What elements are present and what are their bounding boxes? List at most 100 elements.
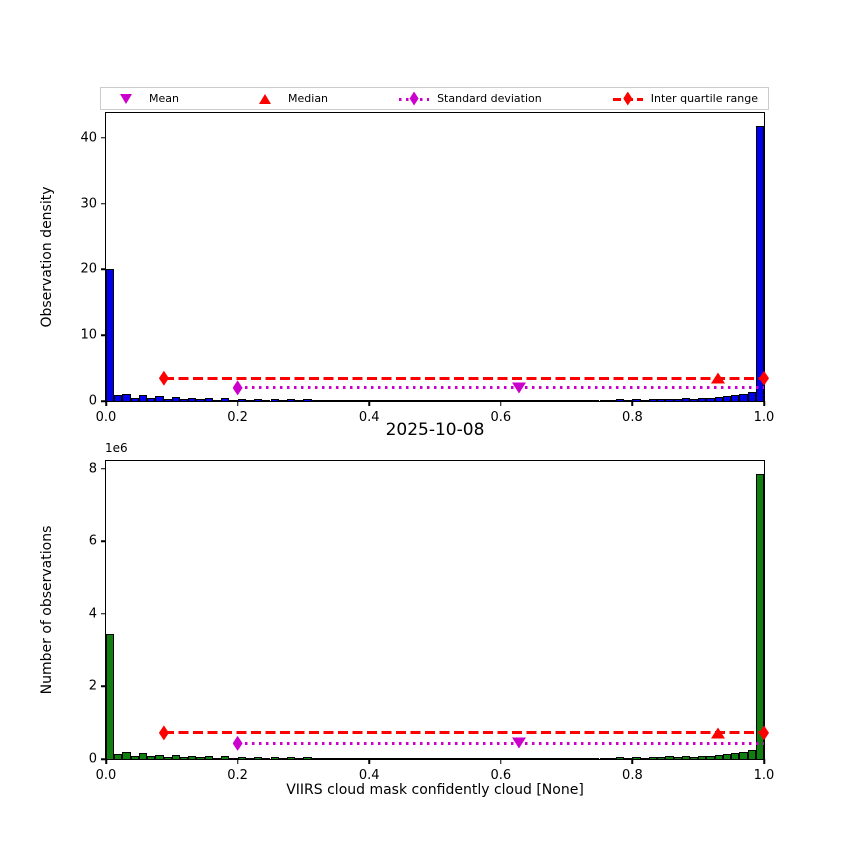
histogram-bar xyxy=(706,398,715,401)
histogram-bar xyxy=(319,399,329,401)
histogram-bar xyxy=(574,400,584,401)
histogram-bar xyxy=(533,757,542,759)
histogram-bar xyxy=(673,757,682,759)
histogram-bar xyxy=(180,399,189,401)
iqr-right-diamond xyxy=(759,725,769,741)
histogram-bar xyxy=(731,753,740,759)
histogram-bar xyxy=(731,395,740,401)
histogram-bar xyxy=(657,757,666,759)
histogram-bar xyxy=(369,399,378,401)
histogram-bar xyxy=(278,400,287,401)
histogram-bar xyxy=(286,399,296,401)
observation-density-axes: 0.0 0.2 0.4 0.6 0.8 1.0 0 10 20 30 40 xyxy=(80,112,774,425)
x-tick-label: 0.4 xyxy=(358,410,380,425)
histogram-bar xyxy=(607,757,616,759)
iqr-left-diamond xyxy=(158,725,169,741)
histogram-bar xyxy=(665,756,674,759)
histogram-bar xyxy=(377,758,386,759)
histogram-bar xyxy=(188,755,197,759)
iqr-right-diamond xyxy=(759,370,769,386)
histogram-bar xyxy=(147,398,156,401)
y-tick-label: 20 xyxy=(80,261,97,277)
histogram-bar xyxy=(525,400,534,401)
x-tick-mark xyxy=(368,401,370,406)
x-tick-mark xyxy=(236,401,239,406)
histogram-bar xyxy=(171,755,181,759)
x-tick-mark xyxy=(105,401,107,406)
histogram-bar xyxy=(336,399,345,401)
histogram-bar xyxy=(476,400,485,401)
histogram-bar xyxy=(706,756,715,759)
histogram-bar xyxy=(747,391,756,401)
histogram-bar xyxy=(467,400,477,401)
histogram-bar xyxy=(583,399,592,401)
histogram-bar xyxy=(245,399,255,401)
histogram-bar xyxy=(500,400,510,401)
histogram-bar xyxy=(509,758,518,759)
bottom-plot-ylabel: Number of observations xyxy=(39,525,55,695)
histogram-bar xyxy=(558,758,567,759)
histogram-bar xyxy=(722,754,732,759)
histogram-bar xyxy=(459,758,468,759)
y-tick-label: 4 xyxy=(88,606,97,622)
inter-quartile-range-line xyxy=(163,731,764,735)
histogram-bar xyxy=(130,398,139,401)
histogram-bar xyxy=(484,400,493,401)
histogram-bar xyxy=(385,757,394,759)
histogram-bar xyxy=(130,756,139,759)
histogram-bar xyxy=(270,757,279,759)
x-tick-mark xyxy=(631,759,634,764)
histogram-bar xyxy=(599,399,608,401)
histogram-bar xyxy=(402,757,411,759)
histogram-bar xyxy=(410,758,419,759)
number-of-observations-axes: 0.0 0.2 0.4 0.6 0.8 1.0 0 2 4 6 8 xyxy=(89,460,774,783)
legend-label-mean: Mean xyxy=(149,92,179,105)
histogram-bar xyxy=(459,400,468,401)
x-tick-label: 1.0 xyxy=(753,410,775,425)
inter-quartile-range-line xyxy=(163,376,764,380)
y-tick-label: 0 xyxy=(88,393,97,409)
histogram-bar xyxy=(278,757,287,759)
histogram-bar xyxy=(270,399,279,401)
histogram-bar xyxy=(698,755,707,759)
histogram-bar xyxy=(632,757,641,759)
histogram-bar xyxy=(574,758,584,759)
x-tick-label: 1.0 xyxy=(753,768,775,783)
y-tick-label: 8 xyxy=(88,461,97,477)
histogram-bar xyxy=(435,757,444,759)
histogram-bar xyxy=(607,400,616,401)
legend: Mean Median Standard deviation Inter qua… xyxy=(100,87,769,110)
histogram-bar xyxy=(583,757,592,759)
histogram-bar xyxy=(698,397,707,401)
histogram-bar xyxy=(138,752,148,759)
histogram-bar xyxy=(336,757,345,759)
x-tick-label: 0.2 xyxy=(227,410,248,425)
histogram-bar xyxy=(352,399,361,401)
histogram-bar xyxy=(525,758,534,759)
histogram-bar xyxy=(492,400,501,401)
histogram-bar xyxy=(163,756,172,759)
histogram-bar xyxy=(163,398,172,401)
mean-triangle xyxy=(511,382,526,394)
histogram-bar xyxy=(311,758,320,759)
x-tick-mark xyxy=(368,759,370,764)
histogram-bar xyxy=(640,757,649,759)
legend-item-std: Standard deviation xyxy=(399,91,542,106)
histogram-bar xyxy=(155,754,164,759)
x-tick-mark xyxy=(236,759,239,764)
plot-title: 2025-10-08 xyxy=(385,420,485,440)
histogram-bar xyxy=(237,756,246,759)
y-tick-mark xyxy=(101,758,106,760)
histogram-bar xyxy=(328,400,337,401)
histogram-bar xyxy=(385,399,394,401)
histogram-bar xyxy=(657,399,666,401)
histogram-bar xyxy=(533,399,542,401)
mean-triangle xyxy=(511,737,526,749)
histogram-bar xyxy=(591,757,600,759)
median-triangle xyxy=(710,372,725,384)
histogram-bar xyxy=(212,399,222,401)
histogram-bar xyxy=(295,758,304,759)
histogram-bar xyxy=(648,399,658,401)
x-tick-mark xyxy=(105,759,107,764)
histogram-bar xyxy=(295,400,304,401)
